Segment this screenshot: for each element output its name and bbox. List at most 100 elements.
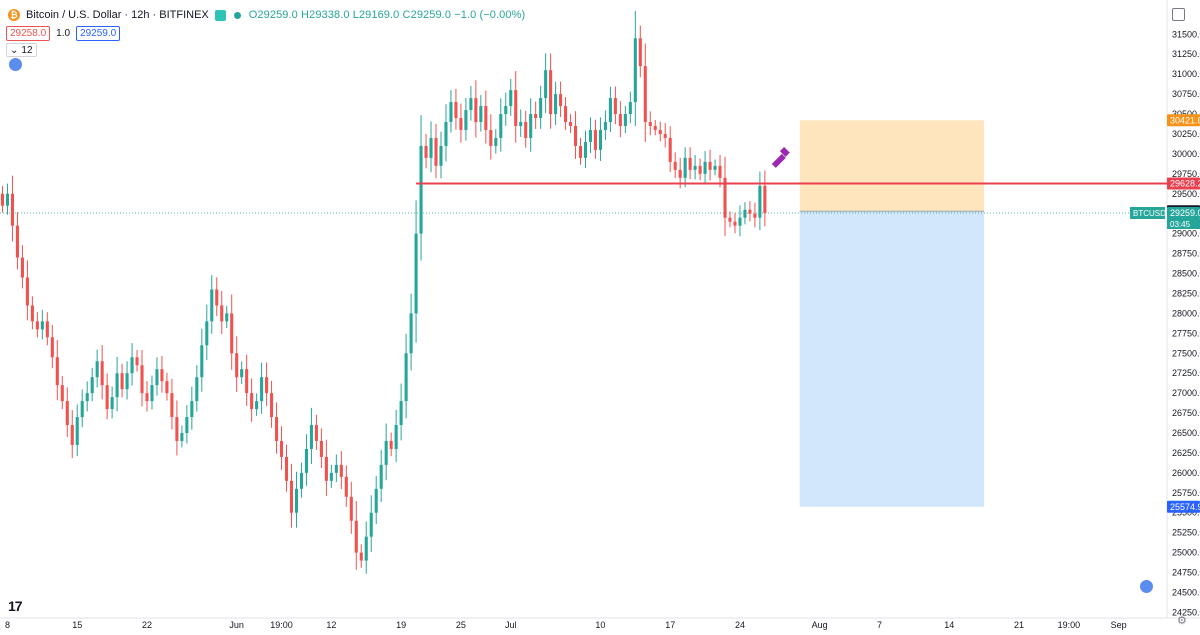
candle-body[interactable]: [260, 377, 264, 402]
candle-body[interactable]: [723, 177, 727, 218]
candle-body[interactable]: [215, 289, 219, 306]
candle-body[interactable]: [658, 129, 662, 134]
candle-body[interactable]: [673, 161, 677, 170]
candle-body[interactable]: [175, 417, 179, 441]
candle-body[interactable]: [314, 425, 318, 441]
candle-body[interactable]: [394, 425, 398, 449]
candle-body[interactable]: [324, 456, 328, 481]
candle-body[interactable]: [459, 118, 463, 130]
candle-body[interactable]: [339, 464, 343, 477]
candle-body[interactable]: [30, 305, 34, 322]
candle-body[interactable]: [703, 161, 707, 174]
candle-body[interactable]: [559, 94, 563, 107]
candle-body[interactable]: [439, 145, 443, 166]
candle-body[interactable]: [90, 377, 94, 394]
candle-body[interactable]: [653, 125, 657, 130]
candle-body[interactable]: [110, 397, 114, 410]
candle-body[interactable]: [583, 141, 588, 158]
candle-body[interactable]: [374, 488, 378, 513]
candle-body[interactable]: [638, 38, 642, 67]
candle-body[interactable]: [733, 221, 737, 226]
candle-body[interactable]: [494, 137, 498, 146]
candle-body[interactable]: [35, 321, 39, 330]
candle-body[interactable]: [344, 476, 348, 497]
brush-icon[interactable]: [771, 153, 786, 168]
candle-body[interactable]: [55, 357, 59, 386]
candle-body[interactable]: [384, 440, 388, 465]
candle-body[interactable]: [519, 122, 523, 126]
candle-body[interactable]: [155, 369, 159, 386]
candle-body[interactable]: [240, 369, 244, 378]
settings-icon[interactable]: ⚙: [1177, 615, 1187, 627]
candle-body[interactable]: [404, 353, 408, 402]
candle-body[interactable]: [299, 472, 304, 489]
candle-body[interactable]: [354, 520, 358, 553]
tradingview-logo[interactable]: 17: [8, 598, 23, 614]
candle-body[interactable]: [319, 440, 323, 457]
candle-body[interactable]: [758, 185, 762, 218]
candle-body[interactable]: [220, 305, 224, 322]
candle-body[interactable]: [499, 114, 503, 138]
sell-price-button[interactable]: 29258.0: [6, 26, 51, 41]
candle-body[interactable]: [125, 373, 129, 390]
candle-body[interactable]: [424, 145, 428, 158]
candle-body[interactable]: [593, 129, 598, 150]
candle-body[interactable]: [195, 377, 199, 402]
buy-price-button[interactable]: 29259.0: [76, 26, 121, 41]
candle-body[interactable]: [10, 193, 15, 226]
candle-body[interactable]: [628, 102, 632, 115]
candle-body[interactable]: [294, 488, 299, 513]
candle-body[interactable]: [718, 165, 722, 178]
candle-body[interactable]: [633, 38, 637, 103]
candle-body[interactable]: [409, 313, 413, 354]
candle-body[interactable]: [449, 102, 453, 123]
candle-body[interactable]: [643, 66, 647, 123]
candle-body[interactable]: [190, 401, 194, 418]
candle-body[interactable]: [275, 417, 279, 441]
candle-body[interactable]: [265, 377, 269, 394]
candle-body[interactable]: [618, 114, 622, 126]
candle-body[interactable]: [135, 357, 139, 366]
candle-body[interactable]: [504, 106, 508, 115]
candle-body[interactable]: [648, 122, 652, 126]
candle-body[interactable]: [419, 145, 423, 234]
candle-body[interactable]: [753, 213, 757, 218]
candle-body[interactable]: [534, 114, 538, 119]
candle-body[interactable]: [334, 464, 338, 473]
candle-body[interactable]: [100, 361, 104, 386]
indicator-collapse-button[interactable]: ⌄ 12: [6, 43, 37, 57]
candle-body[interactable]: [140, 365, 144, 394]
candle-body[interactable]: [683, 157, 687, 178]
candle-body[interactable]: [15, 225, 19, 258]
candle-body[interactable]: [454, 102, 458, 119]
candle-body[interactable]: [205, 321, 209, 346]
candle-body[interactable]: [20, 257, 24, 278]
candle-body[interactable]: [309, 425, 313, 449]
candle-body[interactable]: [429, 137, 433, 158]
candle-body[interactable]: [180, 432, 184, 441]
candle-body[interactable]: [678, 169, 682, 178]
candle-body[interactable]: [185, 417, 189, 433]
candle-body[interactable]: [284, 456, 289, 481]
candle-body[interactable]: [45, 321, 49, 338]
candle-body[interactable]: [230, 313, 234, 354]
candle-body[interactable]: [250, 393, 254, 410]
candle-body[interactable]: [50, 337, 54, 358]
candle-body[interactable]: [484, 106, 488, 130]
candle-body[interactable]: [40, 321, 44, 330]
candle-body[interactable]: [728, 217, 732, 222]
target-zone[interactable]: [799, 120, 985, 212]
symbol-title[interactable]: Bitcoin / U.S. Dollar · 12h · BITFINEX: [26, 9, 209, 21]
candle-body[interactable]: [60, 385, 64, 402]
candle-body[interactable]: [464, 110, 468, 130]
candle-body[interactable]: [623, 114, 627, 126]
candle-body[interactable]: [120, 373, 124, 390]
candle-body[interactable]: [70, 425, 74, 445]
flag-icon[interactable]: [214, 9, 226, 21]
candle-body[interactable]: [279, 440, 284, 457]
candle-body[interactable]: [743, 209, 747, 218]
candle-body[interactable]: [613, 98, 617, 115]
candle-body[interactable]: [160, 369, 164, 382]
